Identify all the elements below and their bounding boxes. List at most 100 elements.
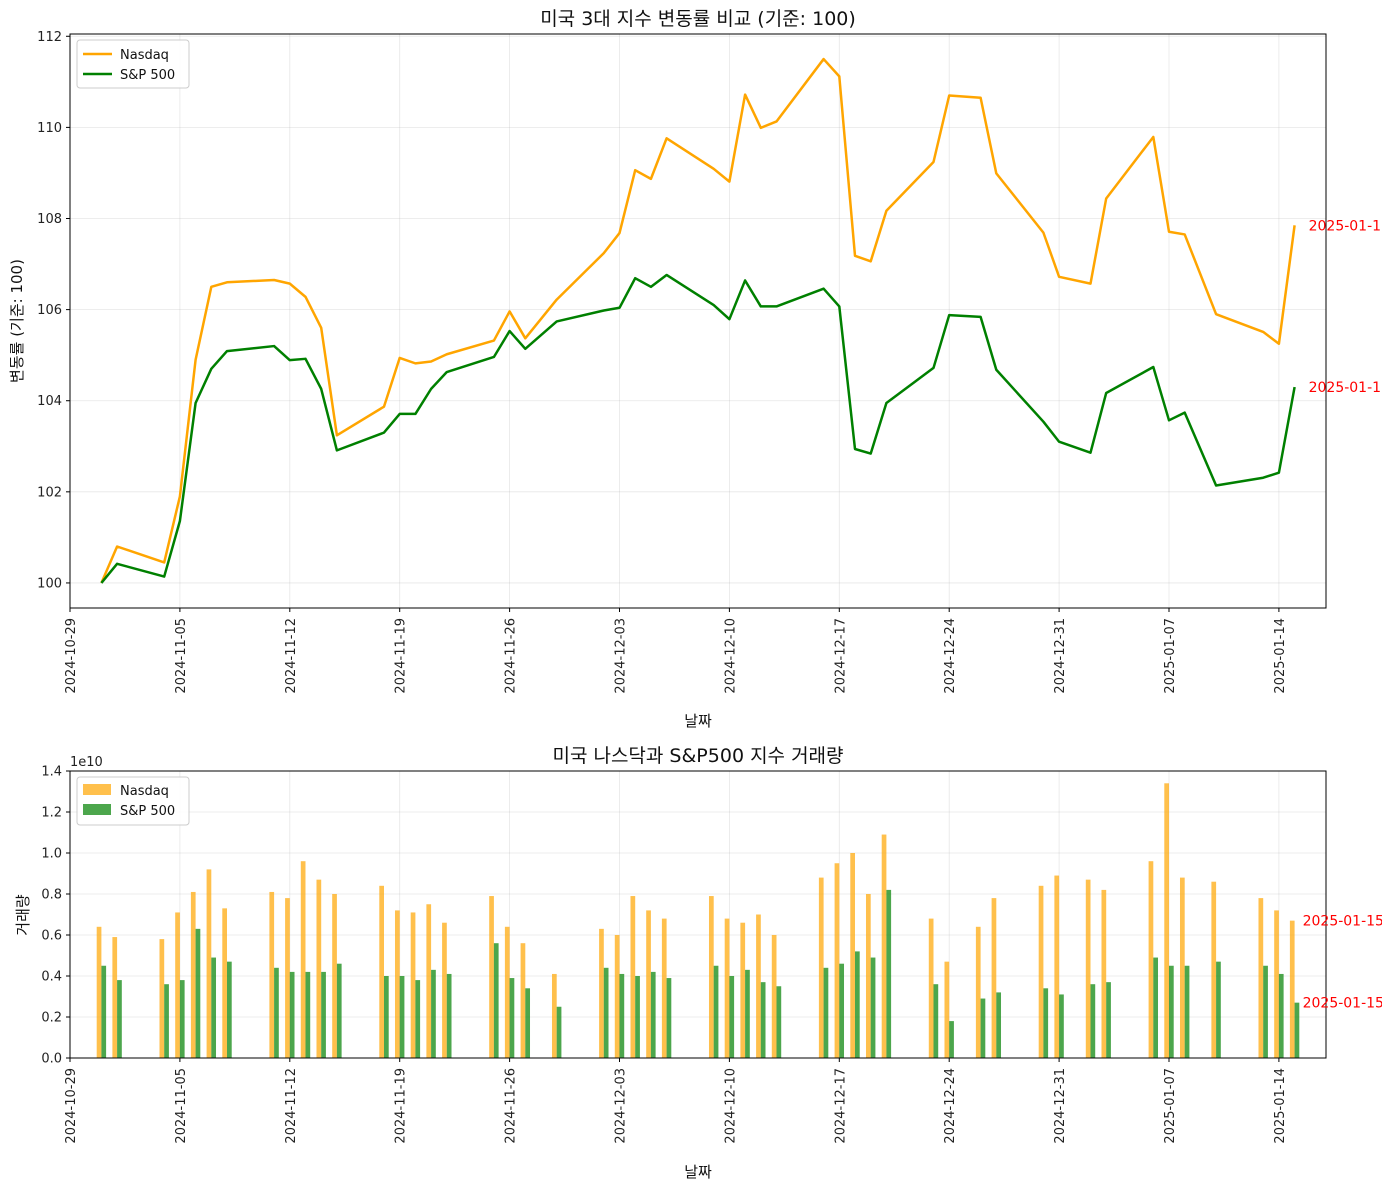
bar-nasdaq <box>190 891 196 1058</box>
bar-nasdaq <box>944 961 950 1058</box>
bar-chart-x-tick-label: 2024-11-26 <box>504 1068 519 1144</box>
bar-nasdaq <box>520 943 526 1058</box>
bar-sp500 <box>384 976 389 1058</box>
bar-chart-annotation: 2025-01-15 <box>1303 996 1382 1012</box>
legend-sp500-bar-swatch <box>83 804 111 815</box>
bar-sp500 <box>321 971 326 1058</box>
bar-nasdaq <box>316 879 322 1058</box>
bar-chart-x-tick-label: 2024-10-29 <box>64 1068 79 1144</box>
line-chart-y-tick-label: 102 <box>37 485 62 500</box>
bar-nasdaq <box>1038 885 1044 1058</box>
bar-chart-x-tick-label: 2024-12-31 <box>1053 1068 1068 1144</box>
line-chart-legend-box <box>76 39 190 89</box>
bar-chart-x-tick-label: 2025-01-14 <box>1273 1068 1288 1144</box>
bar-sp500 <box>1090 984 1096 1058</box>
line-chart-x-tick-label: 2025-01-07 <box>1163 618 1178 694</box>
line-chart-x-tick-label: 2024-11-12 <box>284 618 299 694</box>
bar-sp500 <box>1184 965 1190 1058</box>
bar-nasdaq <box>489 896 494 1058</box>
bar-sp500 <box>1216 961 1221 1058</box>
bar-nasdaq <box>96 926 102 1058</box>
bar-sp500 <box>1106 982 1111 1058</box>
line-chart-y-tick-label: 108 <box>37 212 62 227</box>
bar-chart-plot-frame <box>69 770 1327 1059</box>
bar-chart-x-tick-label: 2025-01-07 <box>1163 1068 1178 1144</box>
bar-sp500 <box>227 961 232 1058</box>
bar-nasdaq <box>818 877 824 1058</box>
line-chart-legend: Nasdaq S&P 500 <box>76 39 190 89</box>
line-series-sp500 <box>100 273 1296 584</box>
bar-nasdaq <box>426 904 432 1058</box>
bar-nasdaq <box>1179 877 1185 1058</box>
bar-sp500 <box>855 951 860 1058</box>
line-chart-x-tick-label: 2024-12-24 <box>943 618 958 694</box>
legend-sp500-label: S&P 500 <box>120 68 175 83</box>
line-chart-x-axis-label: 날짜 <box>684 712 712 730</box>
bar-chart-x-tick-label: 2024-11-05 <box>174 1068 189 1144</box>
bar-nasdaq <box>834 863 840 1058</box>
bar-nasdaq <box>206 869 212 1058</box>
bar-chart-x-tick-label: 2024-12-17 <box>833 1068 848 1144</box>
bar-sp500 <box>650 971 656 1058</box>
line-chart-y-tick-label: 104 <box>37 394 62 409</box>
line-chart-x-tick-label: 2024-11-26 <box>504 618 519 694</box>
bar-sp500 <box>1059 994 1064 1058</box>
bar-nasdaq <box>332 894 337 1058</box>
line-chart-panel: 미국 3대 지수 변동률 비교 (기준: 100) 100 102 104 106 10… <box>8 8 1382 730</box>
bar-sp500 <box>431 969 436 1058</box>
line-chart-title: 미국 3대 지수 변동률 비교 (기준: 100) <box>540 8 856 30</box>
bar-chart-y-scale-label: 1e10 <box>70 755 103 770</box>
bar-sp500 <box>713 965 719 1058</box>
bar-nasdaq <box>661 918 667 1058</box>
bar-chart-y-tick-label: 0.2 <box>41 1011 62 1026</box>
legend-nasdaq-label: Nasdaq <box>120 48 169 63</box>
line-series-nasdaq <box>100 57 1296 584</box>
bar-nasdaq <box>599 928 604 1058</box>
bar-sp500 <box>179 980 185 1058</box>
bar-nasdaq <box>1054 875 1060 1058</box>
bar-sp500 <box>509 978 515 1058</box>
bar-chart-y-tick-label: 1.4 <box>41 765 62 780</box>
bar-chart-y-tick-label: 1.0 <box>41 847 62 862</box>
bar-nasdaq <box>928 918 934 1058</box>
bar-nasdaq <box>724 918 730 1058</box>
bar-sp500 <box>117 980 122 1058</box>
legend-sp500-bar-label: S&P 500 <box>120 804 175 819</box>
bar-sp500 <box>305 971 311 1058</box>
bar-nasdaq <box>222 908 227 1058</box>
bar-sp500 <box>1043 988 1049 1058</box>
bar-nasdaq <box>1211 881 1217 1058</box>
bar-nasdaq <box>1148 861 1154 1058</box>
legend-nasdaq-bar-swatch <box>83 784 111 795</box>
bar-nasdaq <box>850 853 855 1058</box>
line-chart-x-tick-label: 2025-01-14 <box>1273 618 1288 694</box>
line-chart-plot-frame <box>69 33 1327 609</box>
bar-nasdaq <box>300 861 306 1058</box>
bar-nasdaq <box>410 912 416 1058</box>
bar-chart-panel: 미국 나스닥과 S&P500 지수 거래량 1e10 0.0 0.2 0.4 0.6 0… <box>14 745 1382 1181</box>
bar-sp500 <box>949 1021 954 1058</box>
bar-sp500 <box>619 973 625 1058</box>
bar-nasdaq <box>504 926 510 1058</box>
bar-sp500 <box>996 992 1002 1058</box>
line-chart-x-tick-label: 2024-12-31 <box>1053 618 1068 694</box>
bar-nasdaq <box>1274 910 1279 1058</box>
bar-sp500 <box>1294 1002 1300 1058</box>
bar-sp500 <box>164 984 169 1058</box>
bar-sp500 <box>666 978 672 1058</box>
bar-chart-y-tick-label: 0.6 <box>41 929 62 944</box>
bar-chart-y-tick-label: 0.0 <box>41 1052 62 1067</box>
line-chart-x-tick-label: 2024-12-03 <box>614 618 629 694</box>
bar-nasdaq <box>614 935 620 1058</box>
bar-sp500 <box>635 976 640 1058</box>
line-chart-y-tick-label: 112 <box>37 30 62 45</box>
bar-chart-x-tick-label: 2024-12-03 <box>614 1068 629 1144</box>
line-chart-x-tick-label: 2024-10-29 <box>64 618 79 694</box>
line-chart-x-tick-label: 2024-12-10 <box>723 618 738 694</box>
bar-sp500 <box>525 988 531 1058</box>
bar-nasdaq <box>269 891 275 1058</box>
bar-sp500 <box>415 980 421 1058</box>
bar-sp500 <box>1263 965 1268 1058</box>
bar-nasdaq <box>756 914 761 1058</box>
bar-chart-title: 미국 나스닥과 S&P500 지수 거래량 <box>552 745 843 767</box>
